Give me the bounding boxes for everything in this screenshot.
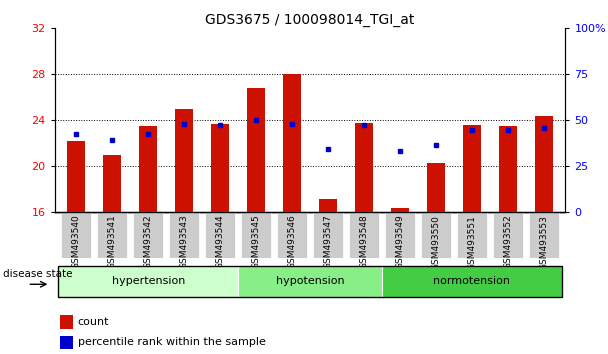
Text: hypertension: hypertension — [111, 276, 185, 286]
Text: GSM493544: GSM493544 — [216, 215, 225, 269]
Bar — [67, 141, 85, 212]
Text: GSM493553: GSM493553 — [539, 215, 548, 270]
FancyBboxPatch shape — [58, 266, 238, 297]
Text: count: count — [78, 317, 109, 327]
FancyBboxPatch shape — [313, 212, 343, 258]
Text: GSM493540: GSM493540 — [72, 215, 81, 269]
FancyBboxPatch shape — [61, 212, 91, 258]
FancyBboxPatch shape — [169, 212, 199, 258]
Text: GSM493541: GSM493541 — [108, 215, 117, 269]
Bar — [535, 116, 553, 212]
Bar — [499, 126, 517, 212]
Text: GSM493549: GSM493549 — [395, 215, 404, 269]
Bar — [247, 88, 265, 212]
Text: GSM493546: GSM493546 — [288, 215, 297, 269]
FancyBboxPatch shape — [238, 266, 382, 297]
FancyBboxPatch shape — [493, 212, 523, 258]
FancyBboxPatch shape — [457, 212, 487, 258]
FancyBboxPatch shape — [133, 212, 164, 258]
Bar — [319, 199, 337, 212]
FancyBboxPatch shape — [97, 212, 127, 258]
Text: GSM493552: GSM493552 — [503, 215, 513, 269]
Bar — [175, 109, 193, 212]
Bar — [427, 163, 445, 212]
Text: GSM493551: GSM493551 — [468, 215, 477, 270]
Text: disease state: disease state — [3, 269, 72, 279]
Bar — [103, 155, 121, 212]
Text: GSM493548: GSM493548 — [359, 215, 368, 269]
Bar — [283, 74, 301, 212]
Bar — [355, 123, 373, 212]
Bar — [139, 126, 157, 212]
FancyBboxPatch shape — [382, 266, 562, 297]
Text: normotension: normotension — [434, 276, 511, 286]
Text: percentile rank within the sample: percentile rank within the sample — [78, 337, 266, 348]
FancyBboxPatch shape — [349, 212, 379, 258]
FancyBboxPatch shape — [421, 212, 451, 258]
Bar — [211, 124, 229, 212]
FancyBboxPatch shape — [205, 212, 235, 258]
Bar — [60, 315, 72, 329]
Bar — [463, 125, 481, 212]
Bar — [391, 208, 409, 212]
FancyBboxPatch shape — [529, 212, 559, 258]
Text: hypotension: hypotension — [276, 276, 344, 286]
Text: GSM493542: GSM493542 — [143, 215, 153, 269]
FancyBboxPatch shape — [241, 212, 271, 258]
FancyBboxPatch shape — [277, 212, 307, 258]
Title: GDS3675 / 100098014_TGI_at: GDS3675 / 100098014_TGI_at — [206, 13, 415, 27]
FancyBboxPatch shape — [385, 212, 415, 258]
Text: GSM493543: GSM493543 — [180, 215, 188, 269]
Bar — [60, 336, 72, 349]
Text: GSM493545: GSM493545 — [252, 215, 261, 269]
Text: GSM493550: GSM493550 — [432, 215, 440, 270]
Text: GSM493547: GSM493547 — [323, 215, 333, 269]
